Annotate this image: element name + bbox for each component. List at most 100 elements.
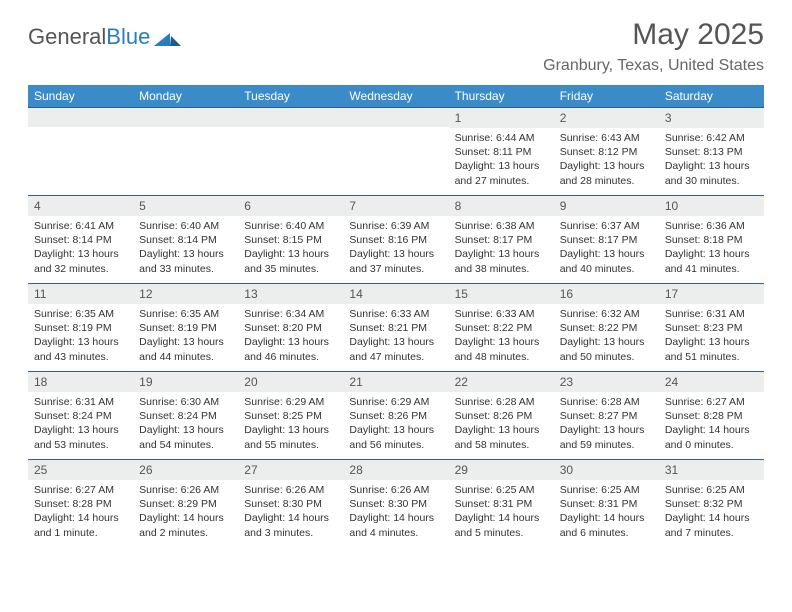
- day-number: 30: [554, 460, 659, 480]
- calendar-day: 5Sunrise: 6:40 AMSunset: 8:14 PMDaylight…: [133, 196, 238, 284]
- day-data: Sunrise: 6:31 AMSunset: 8:24 PMDaylight:…: [28, 392, 133, 456]
- day-number: 3: [659, 108, 764, 128]
- calendar-day: 23Sunrise: 6:28 AMSunset: 8:27 PMDayligh…: [554, 372, 659, 460]
- calendar-day: 11Sunrise: 6:35 AMSunset: 8:19 PMDayligh…: [28, 284, 133, 372]
- logo-text-1: General: [28, 24, 106, 50]
- location-text: Granbury, Texas, United States: [543, 57, 764, 75]
- day-number: 13: [238, 284, 343, 304]
- day-data: Sunrise: 6:42 AMSunset: 8:13 PMDaylight:…: [659, 128, 764, 192]
- day-number: 7: [343, 196, 448, 216]
- calendar-day: 31Sunrise: 6:25 AMSunset: 8:32 PMDayligh…: [659, 460, 764, 548]
- day-data: Sunrise: 6:27 AMSunset: 8:28 PMDaylight:…: [28, 480, 133, 544]
- day-data: Sunrise: 6:37 AMSunset: 8:17 PMDaylight:…: [554, 216, 659, 280]
- day-data: Sunrise: 6:25 AMSunset: 8:32 PMDaylight:…: [659, 480, 764, 544]
- calendar-day: 20Sunrise: 6:29 AMSunset: 8:25 PMDayligh…: [238, 372, 343, 460]
- day-data: Sunrise: 6:29 AMSunset: 8:26 PMDaylight:…: [343, 392, 448, 456]
- day-data: Sunrise: 6:44 AMSunset: 8:11 PMDaylight:…: [449, 128, 554, 192]
- day-data: Sunrise: 6:26 AMSunset: 8:30 PMDaylight:…: [238, 480, 343, 544]
- day-data: Sunrise: 6:40 AMSunset: 8:15 PMDaylight:…: [238, 216, 343, 280]
- calendar-day: 29Sunrise: 6:25 AMSunset: 8:31 PMDayligh…: [449, 460, 554, 548]
- calendar-empty: [133, 108, 238, 196]
- calendar-day: 3Sunrise: 6:42 AMSunset: 8:13 PMDaylight…: [659, 108, 764, 196]
- month-title: May 2025: [543, 18, 764, 52]
- day-number: 23: [554, 372, 659, 392]
- day-number: 8: [449, 196, 554, 216]
- day-number: 22: [449, 372, 554, 392]
- calendar-day: 10Sunrise: 6:36 AMSunset: 8:18 PMDayligh…: [659, 196, 764, 284]
- calendar-day: 18Sunrise: 6:31 AMSunset: 8:24 PMDayligh…: [28, 372, 133, 460]
- day-data: Sunrise: 6:39 AMSunset: 8:16 PMDaylight:…: [343, 216, 448, 280]
- calendar-day: 8Sunrise: 6:38 AMSunset: 8:17 PMDaylight…: [449, 196, 554, 284]
- day-data: Sunrise: 6:41 AMSunset: 8:14 PMDaylight:…: [28, 216, 133, 280]
- logo-icon: [154, 28, 182, 46]
- calendar-day: 22Sunrise: 6:28 AMSunset: 8:26 PMDayligh…: [449, 372, 554, 460]
- logo: GeneralBlue: [28, 24, 182, 50]
- day-number: 4: [28, 196, 133, 216]
- day-number: 16: [554, 284, 659, 304]
- day-number: 14: [343, 284, 448, 304]
- calendar-day: 21Sunrise: 6:29 AMSunset: 8:26 PMDayligh…: [343, 372, 448, 460]
- weekday-header: Wednesday: [343, 85, 448, 108]
- calendar-day: 4Sunrise: 6:41 AMSunset: 8:14 PMDaylight…: [28, 196, 133, 284]
- calendar-day: 26Sunrise: 6:26 AMSunset: 8:29 PMDayligh…: [133, 460, 238, 548]
- day-number: 2: [554, 108, 659, 128]
- day-number: 12: [133, 284, 238, 304]
- calendar-day: 16Sunrise: 6:32 AMSunset: 8:22 PMDayligh…: [554, 284, 659, 372]
- day-data: Sunrise: 6:28 AMSunset: 8:27 PMDaylight:…: [554, 392, 659, 456]
- day-number: 10: [659, 196, 764, 216]
- day-data: Sunrise: 6:35 AMSunset: 8:19 PMDaylight:…: [133, 304, 238, 368]
- weekday-header: Monday: [133, 85, 238, 108]
- logo-text-2: Blue: [106, 24, 150, 50]
- calendar-day: 9Sunrise: 6:37 AMSunset: 8:17 PMDaylight…: [554, 196, 659, 284]
- calendar-day: 24Sunrise: 6:27 AMSunset: 8:28 PMDayligh…: [659, 372, 764, 460]
- day-data: Sunrise: 6:28 AMSunset: 8:26 PMDaylight:…: [449, 392, 554, 456]
- day-data: Sunrise: 6:26 AMSunset: 8:29 PMDaylight:…: [133, 480, 238, 544]
- day-data: Sunrise: 6:25 AMSunset: 8:31 PMDaylight:…: [449, 480, 554, 544]
- day-number: 17: [659, 284, 764, 304]
- weekday-header: Thursday: [449, 85, 554, 108]
- weekday-header: Saturday: [659, 85, 764, 108]
- day-data: Sunrise: 6:26 AMSunset: 8:30 PMDaylight:…: [343, 480, 448, 544]
- calendar-day: 27Sunrise: 6:26 AMSunset: 8:30 PMDayligh…: [238, 460, 343, 548]
- day-number: 5: [133, 196, 238, 216]
- calendar-day: 25Sunrise: 6:27 AMSunset: 8:28 PMDayligh…: [28, 460, 133, 548]
- day-number: 27: [238, 460, 343, 480]
- calendar-day: 2Sunrise: 6:43 AMSunset: 8:12 PMDaylight…: [554, 108, 659, 196]
- day-number: 28: [343, 460, 448, 480]
- day-data: Sunrise: 6:32 AMSunset: 8:22 PMDaylight:…: [554, 304, 659, 368]
- calendar-day: 30Sunrise: 6:25 AMSunset: 8:31 PMDayligh…: [554, 460, 659, 548]
- day-number: 20: [238, 372, 343, 392]
- day-number: 29: [449, 460, 554, 480]
- day-data: Sunrise: 6:27 AMSunset: 8:28 PMDaylight:…: [659, 392, 764, 456]
- calendar-empty: [28, 108, 133, 196]
- day-data: Sunrise: 6:43 AMSunset: 8:12 PMDaylight:…: [554, 128, 659, 192]
- weekday-header: Tuesday: [238, 85, 343, 108]
- calendar-day: 1Sunrise: 6:44 AMSunset: 8:11 PMDaylight…: [449, 108, 554, 196]
- day-data: Sunrise: 6:35 AMSunset: 8:19 PMDaylight:…: [28, 304, 133, 368]
- calendar-day: 14Sunrise: 6:33 AMSunset: 8:21 PMDayligh…: [343, 284, 448, 372]
- calendar-table: SundayMondayTuesdayWednesdayThursdayFrid…: [28, 85, 764, 548]
- calendar-day: 7Sunrise: 6:39 AMSunset: 8:16 PMDaylight…: [343, 196, 448, 284]
- day-data: Sunrise: 6:30 AMSunset: 8:24 PMDaylight:…: [133, 392, 238, 456]
- day-number: 18: [28, 372, 133, 392]
- calendar-empty: [238, 108, 343, 196]
- day-data: Sunrise: 6:33 AMSunset: 8:22 PMDaylight:…: [449, 304, 554, 368]
- calendar-empty: [343, 108, 448, 196]
- day-number: 25: [28, 460, 133, 480]
- day-number: 9: [554, 196, 659, 216]
- calendar-day: 6Sunrise: 6:40 AMSunset: 8:15 PMDaylight…: [238, 196, 343, 284]
- weekday-header: Sunday: [28, 85, 133, 108]
- day-number: 1: [449, 108, 554, 128]
- calendar-day: 17Sunrise: 6:31 AMSunset: 8:23 PMDayligh…: [659, 284, 764, 372]
- day-data: Sunrise: 6:34 AMSunset: 8:20 PMDaylight:…: [238, 304, 343, 368]
- day-number: 26: [133, 460, 238, 480]
- day-data: Sunrise: 6:38 AMSunset: 8:17 PMDaylight:…: [449, 216, 554, 280]
- calendar-day: 15Sunrise: 6:33 AMSunset: 8:22 PMDayligh…: [449, 284, 554, 372]
- day-number: 24: [659, 372, 764, 392]
- calendar-day: 12Sunrise: 6:35 AMSunset: 8:19 PMDayligh…: [133, 284, 238, 372]
- calendar-day: 28Sunrise: 6:26 AMSunset: 8:30 PMDayligh…: [343, 460, 448, 548]
- day-number: 11: [28, 284, 133, 304]
- day-data: Sunrise: 6:33 AMSunset: 8:21 PMDaylight:…: [343, 304, 448, 368]
- day-number: 21: [343, 372, 448, 392]
- day-data: Sunrise: 6:36 AMSunset: 8:18 PMDaylight:…: [659, 216, 764, 280]
